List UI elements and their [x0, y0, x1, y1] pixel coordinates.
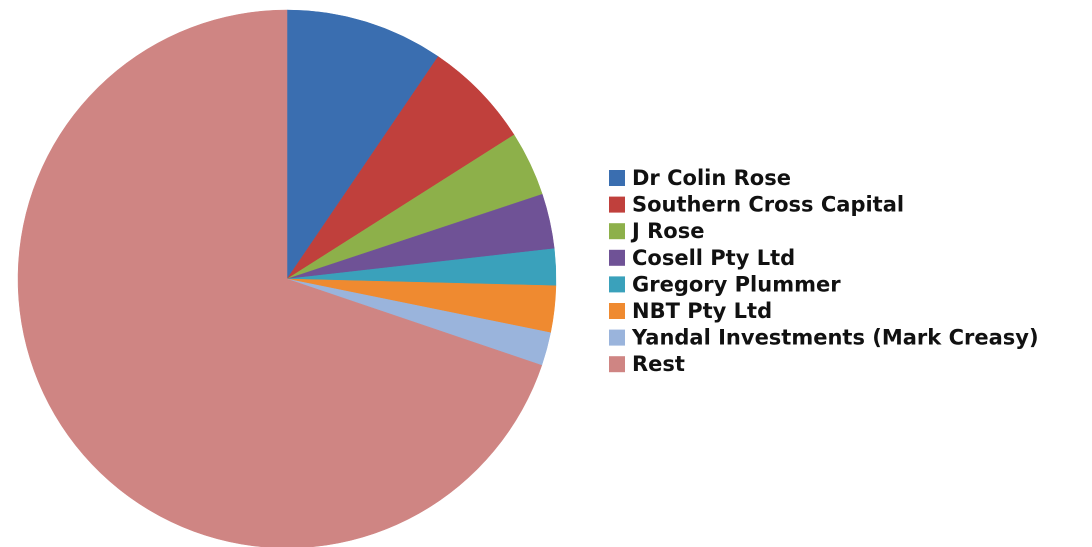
pie-slice	[286, 9, 439, 280]
legend-swatch	[609, 196, 625, 213]
legend-swatch	[609, 170, 625, 186]
pie-slice	[17, 9, 543, 547]
legend-label: Dr Colin Rose	[632, 166, 791, 190]
legend-swatch	[609, 276, 625, 293]
legend-label: Southern Cross Capital	[632, 193, 904, 217]
legend-swatch	[609, 356, 625, 373]
legend-label: Yandal Investments (Mark Creasy)	[631, 326, 1039, 350]
pie-slice	[286, 56, 515, 280]
legend-swatch	[609, 303, 625, 319]
legend-label: J Rose	[630, 219, 704, 243]
legend-label: Rest	[632, 352, 685, 376]
legend-swatch	[609, 249, 625, 266]
legend-swatch	[609, 223, 625, 240]
legend-swatch	[609, 329, 625, 346]
legend-label: Gregory Plummer	[632, 272, 841, 296]
legend-label: Cosell Pty Ltd	[632, 246, 795, 270]
legend-label: NBT Pty Ltd	[632, 299, 772, 323]
